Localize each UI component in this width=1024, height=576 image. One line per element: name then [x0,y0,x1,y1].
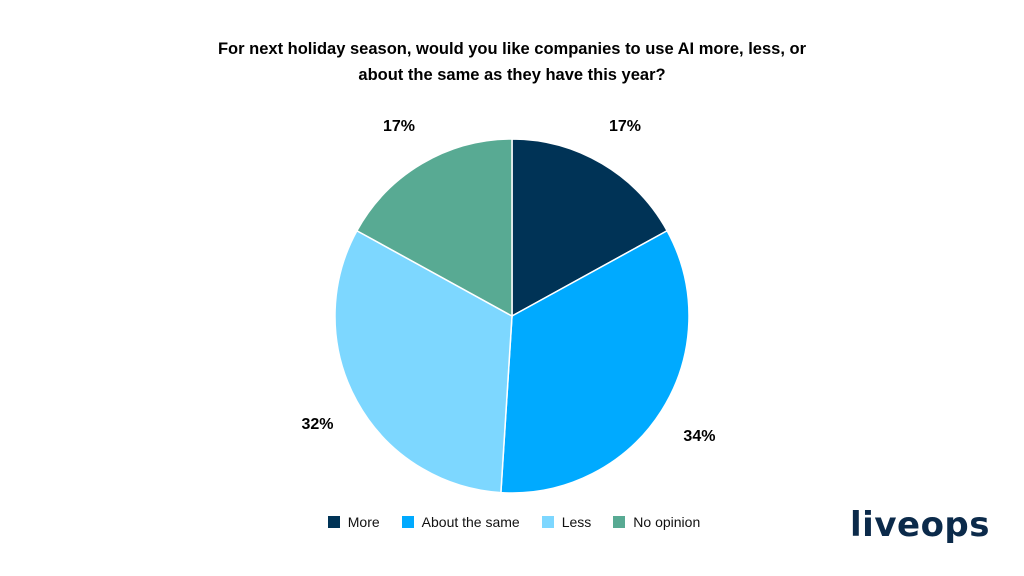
pie-slice-more [511,138,669,318]
data-label-more: 17% [609,118,641,135]
legend-label-more: More [347,514,380,530]
legend-item-no-opinion: No opinion [613,514,700,530]
data-label-about-the-same: 34% [683,428,715,445]
pie-slice-no-opinion [355,138,513,318]
legend-label-about-the-same: About the same [421,514,520,530]
legend-swatch-less [541,516,554,528]
pie-slice-about-the-same [500,229,690,494]
chart-title-line-2: about the same as they have this year? [358,66,666,84]
legend-label-no-opinion: No opinion [633,514,701,530]
liveops-logo: liveops [850,505,990,545]
legend-swatch-more [327,516,340,528]
data-label-no-opinion: 17% [383,118,415,135]
chart-legend: More About the same Less No opinion [0,514,1024,530]
legend-swatch-no-opinion [613,516,626,528]
legend-item-about-the-same: About the same [401,514,520,530]
data-label-less: 32% [301,416,333,433]
legend-swatch-about-the-same [401,516,414,528]
legend-label-less: Less [561,514,592,530]
chart-title-line-1: For next holiday season, would you like … [217,40,807,58]
legend-item-more: More [327,514,380,530]
legend-item-less: Less [541,514,592,530]
chart-title: For next holiday season, would you like … [0,36,1024,88]
pie-slice-less [334,229,513,494]
